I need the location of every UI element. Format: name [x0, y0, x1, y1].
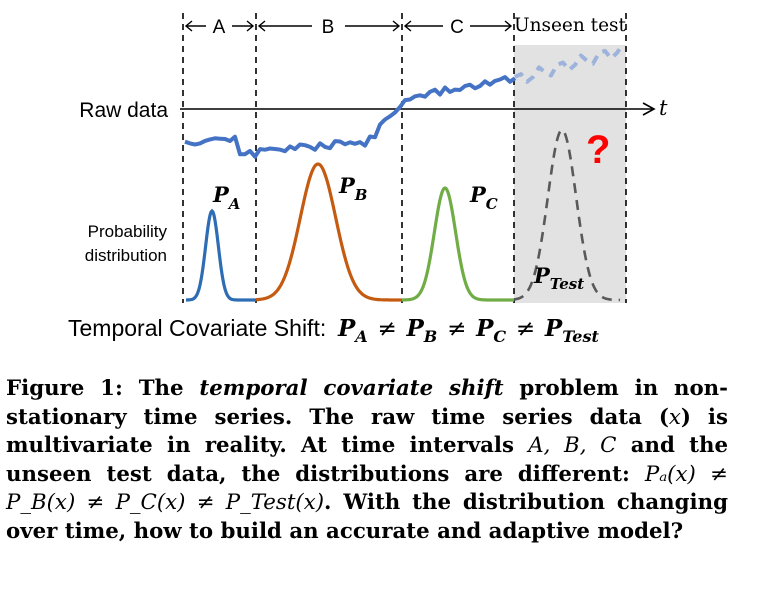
dist-label-test: PTest — [533, 263, 584, 293]
distribution-c-curve — [402, 186, 514, 302]
caption-figure-label: Figure 1: — [6, 376, 123, 401]
figure-caption: Figure 1: The temporal covariate shift p… — [6, 375, 728, 546]
caption-part4: and the unseen test data, the distributi… — [6, 433, 729, 487]
distribution-a-curve — [186, 208, 256, 302]
temporal-shift-diagram: A B C Unseen test t Raw data Probability… — [68, 13, 668, 345]
raw-series-unseen-line — [514, 42, 625, 84]
raw-data-label: Raw data — [79, 99, 168, 122]
distribution-b-curve — [255, 162, 402, 302]
dist-label-a: PA — [212, 182, 240, 213]
prob-label-line1: Probability — [88, 222, 168, 241]
dist-label-c: PC — [469, 182, 498, 213]
dist-label-b: PB — [338, 173, 367, 204]
raw-series-line — [184, 75, 517, 159]
shift-text: Temporal Covariate Shift: — [68, 315, 326, 341]
caption-part5: . With the distribution changing over ti… — [6, 490, 728, 544]
shift-formula: Temporal Covariate Shift: PA ≠ PB ≠ PC ≠… — [68, 315, 599, 345]
segment-label-unseen: Unseen test — [514, 15, 627, 36]
question-mark: ? — [586, 128, 610, 172]
distribution-test-curve — [513, 128, 621, 302]
prob-label-line2: distribution — [85, 246, 167, 265]
segment-label-b: B — [322, 17, 335, 38]
caption-x-var: x — [668, 404, 681, 430]
time-axis-label: t — [659, 96, 668, 120]
time-axis-arrowhead — [642, 102, 656, 116]
unseen-test-region — [514, 45, 626, 303]
caption-intervals: A, B, C — [528, 433, 617, 458]
caption-math: Pₐ(x) ≠ P_B(x) ≠ P_C(x) ≠ P_Test(x) — [6, 461, 728, 516]
segment-label-a: A — [213, 17, 226, 38]
caption-emphasis: temporal covariate shift — [199, 376, 504, 401]
caption-part3: ) is multivariate in reality. At time in… — [6, 404, 729, 459]
caption-part2: problem in non-stationary time series. T… — [6, 376, 729, 430]
caption-part1: The — [138, 376, 184, 401]
segment-label-c: C — [450, 17, 464, 38]
segment-arrows — [184, 20, 513, 32]
